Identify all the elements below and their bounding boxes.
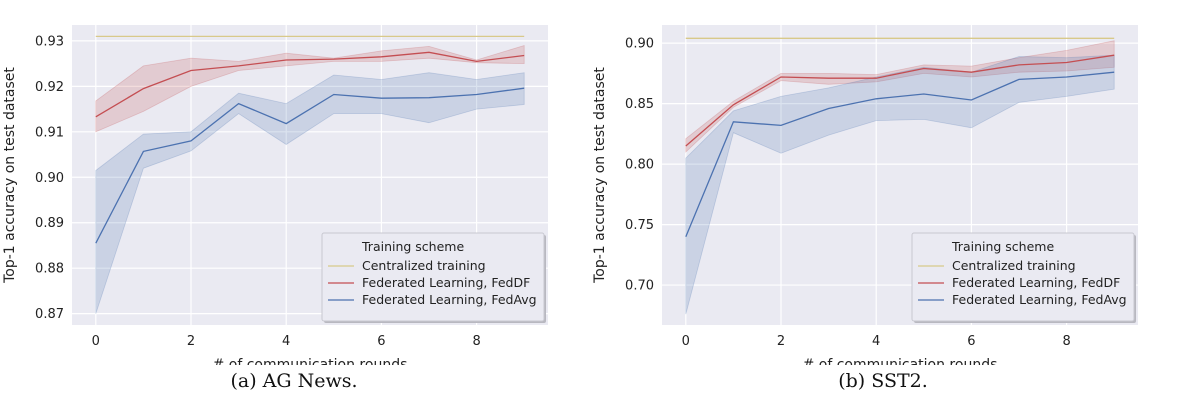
series-line <box>685 71 1115 237</box>
y-tick-label: 0.87 <box>35 307 64 322</box>
x-tick-label: 4 <box>872 334 880 349</box>
x-tick-label: 2 <box>777 334 785 349</box>
y-tick-label: 0.88 <box>35 262 64 277</box>
series-line <box>685 54 1115 147</box>
y-tick-label: 0.90 <box>35 171 64 186</box>
x-tick-label: 6 <box>377 334 385 349</box>
legend-entry: Federated Learning, FedAvg <box>362 292 537 307</box>
legend-title: Training scheme <box>951 239 1054 254</box>
y-tick-label: 0.75 <box>625 218 654 233</box>
caption-ag-news: (a) AG News. <box>230 370 358 392</box>
x-tick-label: 2 <box>187 334 195 349</box>
legend-entry: Centralized training <box>362 258 486 273</box>
chart-ag-news: 0.87 0.88 0.89 0.90 0.91 0.92 0.93 0 2 4 6 8 # of co… <box>2 25 548 365</box>
legend-box <box>321 232 545 322</box>
series-line <box>95 51 525 118</box>
legend-entry: Federated Learning, FedDF <box>952 275 1120 290</box>
x-tick-label: 8 <box>472 334 480 349</box>
x-tick-label: 0 <box>92 334 100 349</box>
chart-panel-sst2: 0.70 0.75 0.80 0.85 0.90 0 2 4 6 8 # of communicat… <box>589 0 1177 414</box>
y-tick-label: 0.90 <box>625 37 654 52</box>
legend-box <box>911 232 1135 322</box>
legend-title: Training scheme <box>361 239 464 254</box>
y-tick-label: 0.92 <box>35 80 64 95</box>
y-axis-label: Top-1 accuracy on test dataset <box>592 67 608 284</box>
y-tick-label: 0.91 <box>35 125 64 140</box>
confidence-band <box>685 40 1115 153</box>
y-tick-label: 0.89 <box>35 216 64 231</box>
y-tick-label: 0.70 <box>625 279 654 294</box>
y-tick-label: 0.85 <box>625 97 654 112</box>
chart-panel-ag-news: 0.87 0.88 0.89 0.90 0.91 0.92 0.93 0 2 4 6 8 # of co… <box>0 0 588 414</box>
confidence-band <box>95 44 525 133</box>
x-tick-label: 4 <box>282 334 290 349</box>
confidence-band <box>685 54 1115 315</box>
y-tick-label: 0.80 <box>625 158 654 173</box>
x-axis-label: # of communication rounds <box>213 357 408 365</box>
legend-entry: Centralized training <box>952 258 1076 273</box>
x-tick-label: 0 <box>682 334 690 349</box>
confidence-band <box>95 72 525 314</box>
y-tick-label: 0.93 <box>35 34 64 49</box>
x-axis-label: # of communication rounds <box>803 357 998 365</box>
x-tick-label: 8 <box>1062 334 1070 349</box>
caption-sst2: (b) SST2. <box>838 370 928 392</box>
legend-entry: Federated Learning, FedAvg <box>952 292 1127 307</box>
legend-entry: Federated Learning, FedDF <box>362 275 530 290</box>
x-tick-label: 6 <box>967 334 975 349</box>
y-axis-label: Top-1 accuracy on test dataset <box>2 67 18 284</box>
chart-sst2: 0.70 0.75 0.80 0.85 0.90 0 2 4 6 8 # of communicat… <box>592 25 1138 365</box>
series-line <box>95 87 525 244</box>
